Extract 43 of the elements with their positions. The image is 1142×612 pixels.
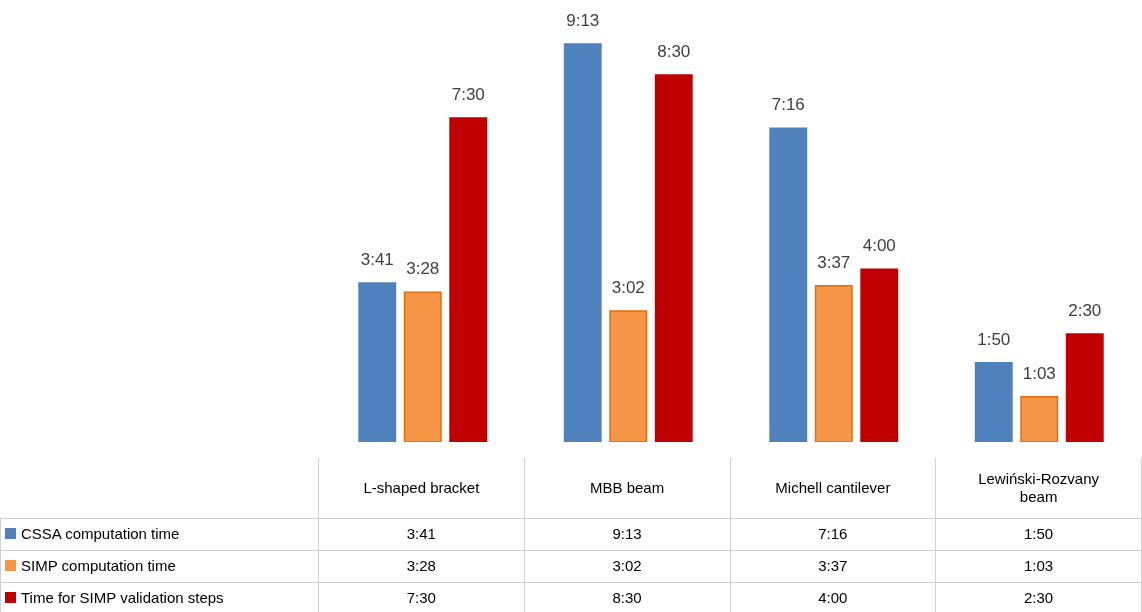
text: 1:50 xyxy=(977,329,1011,349)
data-label: 2:30 xyxy=(935,582,1142,612)
data-label: 1:03 xyxy=(935,550,1142,582)
bar xyxy=(814,285,853,442)
data-label: 7:30 xyxy=(318,582,525,612)
text: 3:02 xyxy=(611,278,645,298)
data-label: 9:13 xyxy=(524,518,730,550)
bar xyxy=(769,127,808,442)
legend-label: Time for SIMP validation steps xyxy=(0,582,319,612)
text: 3:37 xyxy=(817,252,851,272)
bar xyxy=(449,117,488,442)
x-tick-label: MBB beam xyxy=(524,458,730,518)
data-label: 3:02 xyxy=(524,550,730,582)
text: 9:13 xyxy=(566,10,600,30)
text: 7:30 xyxy=(451,85,485,105)
text: 1:03 xyxy=(1022,363,1056,383)
text: 8:30 xyxy=(657,41,691,61)
data-label: 7:16 xyxy=(730,518,936,550)
data-label: 8:30 xyxy=(524,582,730,612)
x-tick-label: L-shaped bracket xyxy=(318,458,525,518)
bar xyxy=(403,291,442,442)
data-label: 4:00 xyxy=(730,582,936,612)
bar xyxy=(1065,333,1104,442)
legend-label: SIMP computation time xyxy=(0,550,319,582)
text: 7:16 xyxy=(771,95,805,115)
data-label: 1:50 xyxy=(935,518,1142,550)
text: 4:00 xyxy=(862,236,896,256)
bar xyxy=(860,268,899,442)
bar xyxy=(609,310,648,442)
data-label: 3:37 xyxy=(730,550,936,582)
bar xyxy=(654,74,693,442)
bar xyxy=(1020,395,1059,442)
data-label: 3:41 xyxy=(318,518,525,550)
text: 2:30 xyxy=(1068,301,1102,321)
x-tick-label: Lewiński-Rozvany beam xyxy=(935,458,1142,518)
text: 3:41 xyxy=(360,249,394,269)
bar xyxy=(974,362,1013,442)
legend-label: CSSA computation time xyxy=(0,518,319,550)
data-label: 3:28 xyxy=(318,550,525,582)
x-tick-label: Michell cantilever xyxy=(730,458,936,518)
bar xyxy=(358,282,397,442)
text: 3:28 xyxy=(406,259,440,279)
bar xyxy=(563,43,602,442)
